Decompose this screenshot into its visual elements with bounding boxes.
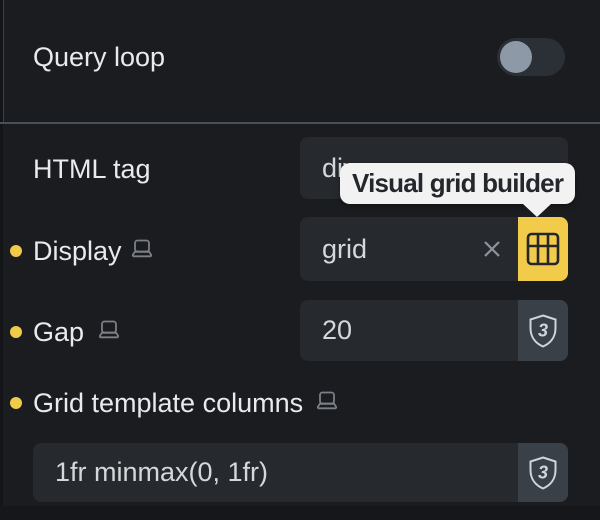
tooltip-arrow-icon [523, 204, 551, 217]
css-shield-icon: 3 [529, 313, 557, 348]
panel-bottom-edge [0, 506, 600, 520]
css-shield-icon: 3 [529, 455, 557, 490]
toggle-knob-icon [500, 41, 532, 73]
gap-label: Gap [33, 317, 85, 347]
grid-template-columns-input-box: 3 [33, 443, 568, 502]
display-label: Display [33, 236, 122, 266]
grid-template-columns-dynamic-data-button[interactable]: 3 [518, 443, 568, 502]
grid-template-columns-input[interactable] [33, 443, 568, 502]
gap-input-box: 3 [300, 300, 568, 361]
query-loop-label: Query loop [33, 42, 166, 72]
gap-modified-dot [10, 326, 22, 338]
laptop-icon[interactable] [315, 390, 339, 412]
panel-left-border [3, 0, 4, 122]
laptop-icon[interactable] [130, 238, 154, 260]
grid-builder-icon [526, 232, 560, 266]
laptop-icon[interactable] [97, 319, 121, 341]
grid-template-columns-modified-dot [10, 397, 22, 409]
query-loop-toggle[interactable] [497, 38, 565, 76]
display-input-box [300, 217, 568, 281]
svg-text:3: 3 [538, 462, 548, 482]
clear-display-button[interactable] [480, 237, 504, 261]
display-modified-dot [10, 245, 22, 257]
close-icon [484, 241, 500, 257]
tooltip-text: Visual grid builder [352, 168, 564, 198]
html-tag-label: HTML tag [33, 154, 151, 184]
section-divider [0, 122, 600, 124]
svg-text:3: 3 [538, 320, 548, 340]
tooltip: Visual grid builder [340, 163, 576, 217]
panel-left-edge [0, 0, 3, 520]
gap-dynamic-data-button[interactable]: 3 [518, 300, 568, 361]
grid-template-columns-label: Grid template columns [33, 388, 304, 418]
visual-grid-builder-button[interactable] [518, 217, 568, 281]
